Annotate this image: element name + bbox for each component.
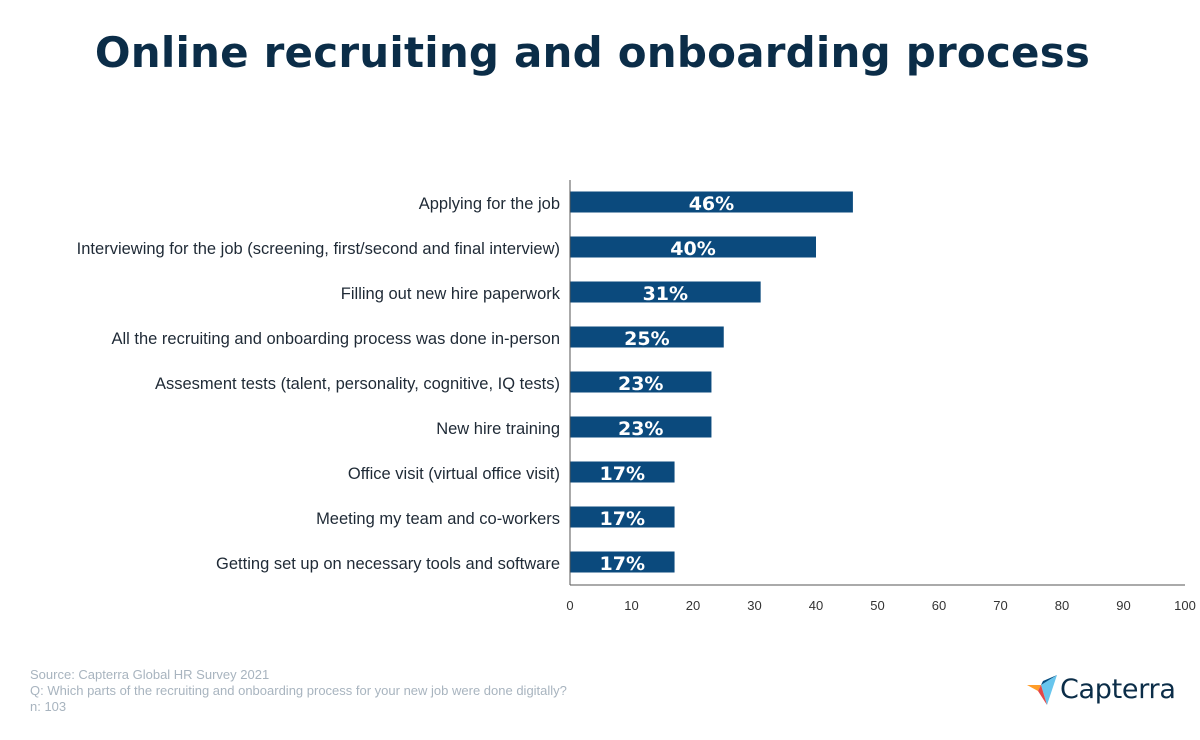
bar (570, 506, 675, 528)
source-note: Source: Capterra Global HR Survey 2021 (30, 667, 270, 682)
logo-text: Capterra (1060, 673, 1176, 705)
data-label: 46% (689, 193, 734, 215)
x-tick-label: 70 (993, 598, 1007, 613)
data-label: 23% (618, 373, 663, 395)
x-tick-label: 10 (624, 598, 638, 613)
question-note: Q: Which parts of the recruiting and onb… (30, 683, 567, 698)
x-tick-label: 60 (932, 598, 946, 613)
category-label: Office visit (virtual office visit) (348, 465, 560, 483)
data-label: 40% (670, 238, 715, 260)
category-label: Assesment tests (talent, personality, co… (155, 375, 560, 393)
x-tick-label: 0 (566, 598, 573, 613)
capterra-logo: Capterra (1027, 673, 1176, 705)
x-tick-label: 100 (1174, 598, 1196, 613)
category-label: Interviewing for the job (screening, fir… (77, 240, 560, 258)
bar (570, 461, 675, 483)
bar (570, 236, 816, 258)
sample-size-note: n: 103 (30, 699, 67, 714)
bar-chart: 46% Applying for the job 40% Interviewing f… (77, 180, 1196, 613)
data-label: 17% (600, 508, 645, 530)
category-label: Getting set up on necessary tools and so… (216, 555, 560, 573)
capterra-logo-icon (1027, 675, 1057, 705)
bar (570, 191, 853, 213)
bar (570, 416, 712, 438)
category-label: All the recruiting and onboarding proces… (111, 330, 560, 348)
category-label: Meeting my team and co-workers (316, 510, 560, 528)
category-label: Filling out new hire paperwork (341, 285, 561, 303)
category-label: New hire training (436, 420, 560, 438)
x-tick-label: 40 (809, 598, 823, 613)
chart-title: Online recruiting and onboarding process (94, 28, 1091, 77)
chart-footer: Source: Capterra Global HR Survey 2021 Q… (30, 667, 567, 715)
x-tick-label: 30 (747, 598, 761, 613)
x-tick-label: 20 (686, 598, 700, 613)
x-tick-label: 80 (1055, 598, 1069, 613)
data-label: 23% (618, 418, 663, 440)
bar (570, 281, 761, 303)
data-label: 17% (600, 463, 645, 485)
bar (570, 326, 724, 348)
category-label: Applying for the job (419, 195, 560, 213)
data-label: 17% (600, 553, 645, 575)
data-label: 25% (624, 328, 669, 350)
data-label: 31% (643, 283, 688, 305)
x-tick-label: 90 (1116, 598, 1130, 613)
bar (570, 371, 712, 393)
bar (570, 551, 675, 573)
x-tick-label: 50 (870, 598, 884, 613)
